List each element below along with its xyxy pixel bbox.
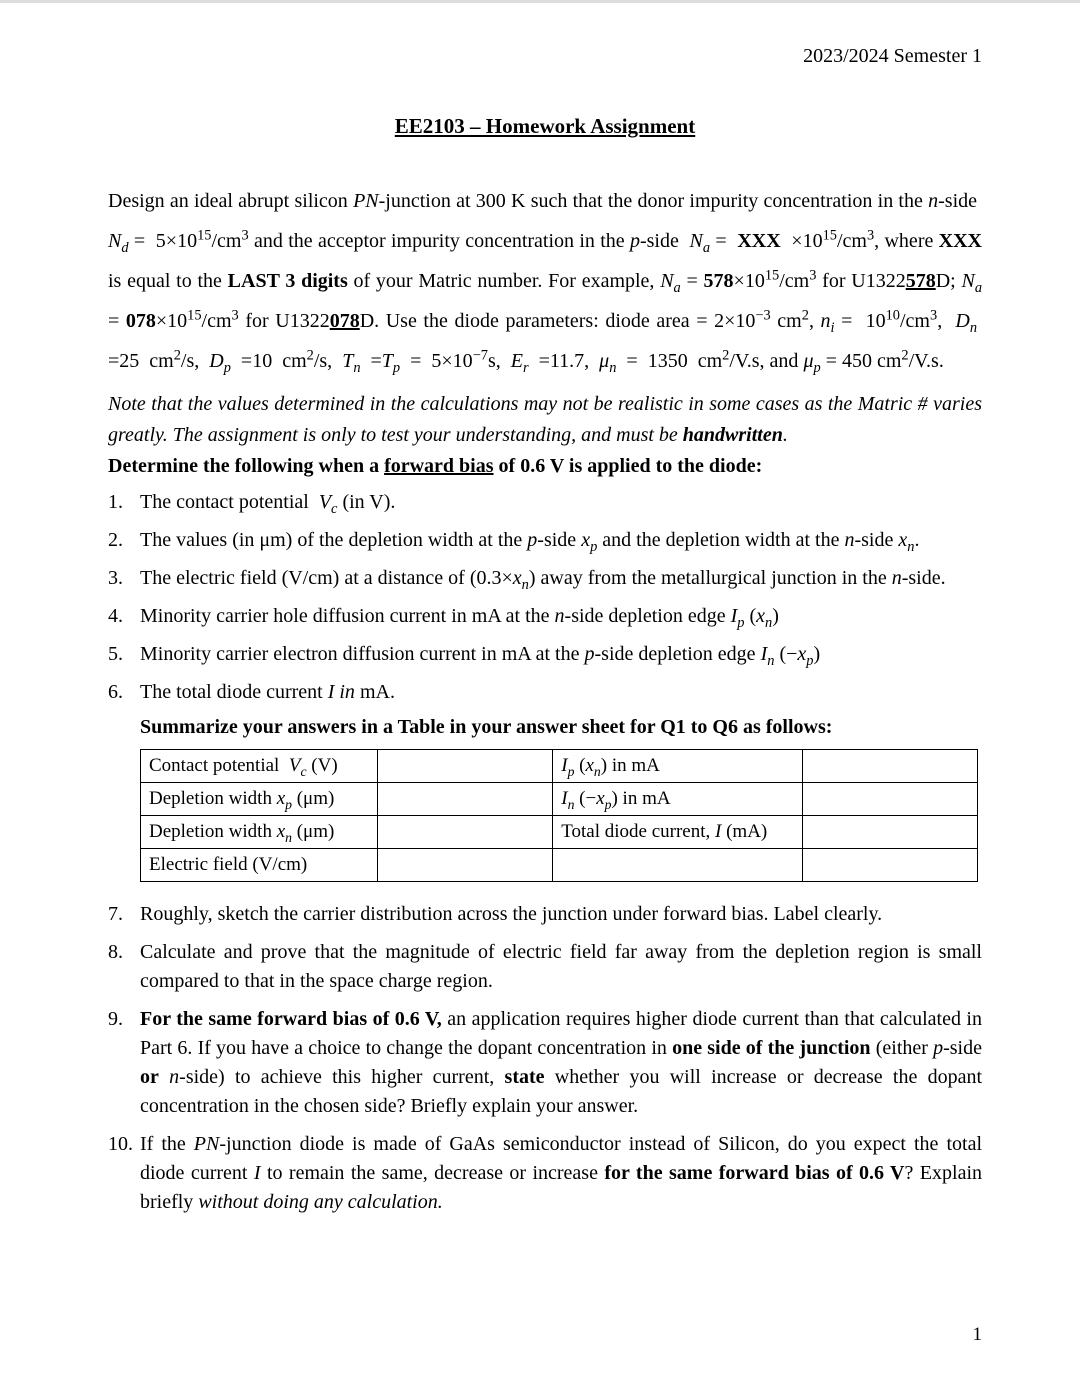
item-body: Minority carrier hole diffusion current …: [140, 602, 982, 631]
table-cell: In (−xp) in mA: [553, 783, 803, 816]
table-cell: Electric field (V/cm): [141, 849, 378, 882]
item-number: 10.: [108, 1130, 140, 1217]
doc-title: EE2103 – Homework Assignment: [108, 114, 982, 139]
item-body: Minority carrier electron diffusion curr…: [140, 640, 982, 669]
item-body: For the same forward bias of 0.6 V, an a…: [140, 1005, 982, 1121]
answer-table: Contact potential Vc (V)Ip (xn) in mADep…: [140, 749, 978, 882]
item-number: 7.: [108, 900, 140, 929]
item-body: The total diode current I in mA.: [140, 678, 982, 707]
table-cell: [803, 783, 978, 816]
page: 2023/2024 Semester 1 EE2103 – Homework A…: [0, 0, 1080, 1374]
table-row: Depletion width xn (μm) Total diode curre…: [141, 816, 978, 849]
item-number: 2.: [108, 526, 140, 555]
table-cell: [803, 849, 978, 882]
item-number: 6.: [108, 678, 140, 707]
list-item: 3.The electric field (V/cm) at a distanc…: [108, 564, 982, 593]
question-list-1: 1.The contact potential Vc (in V).2.The …: [108, 488, 982, 707]
item-number: 8.: [108, 938, 140, 996]
item-body: Calculate and prove that the magnitude o…: [140, 938, 982, 996]
table-cell: [378, 783, 553, 816]
list-item: 2.The values (in μm) of the depletion wi…: [108, 526, 982, 555]
list-item: 10.If the PN-junction diode is made of G…: [108, 1130, 982, 1217]
item-body: The values (in μm) of the depletion widt…: [140, 526, 982, 555]
question-list-2: 7.Roughly, sketch the carrier distributi…: [108, 900, 982, 1217]
table-cell: Depletion width xp (μm): [141, 783, 378, 816]
table-row: Electric field (V/cm): [141, 849, 978, 882]
item-body: If the PN-junction diode is made of GaAs…: [140, 1130, 982, 1217]
item-number: 9.: [108, 1005, 140, 1121]
table-cell: [803, 750, 978, 783]
table-row: Contact potential Vc (V) Ip (xn) in mA: [141, 750, 978, 783]
list-item: 4.Minority carrier hole diffusion curren…: [108, 602, 982, 631]
page-number: 1: [973, 1324, 983, 1346]
term-header: 2023/2024 Semester 1: [108, 45, 982, 68]
item-number: 3.: [108, 564, 140, 593]
note-paragraph: Note that the values determined in the c…: [108, 389, 982, 451]
table-cell: [378, 816, 553, 849]
table-cell: Total diode current, I (mA): [553, 816, 803, 849]
table-cell: [553, 849, 803, 882]
list-item: 8.Calculate and prove that the magnitude…: [108, 938, 982, 996]
table-row: Depletion width xp (μm) In (−xp) in mA: [141, 783, 978, 816]
table-cell: [378, 750, 553, 783]
summary-heading: Summarize your answers in a Table in you…: [140, 716, 982, 739]
item-number: 1.: [108, 488, 140, 517]
section-heading: Determine the following when a forward b…: [108, 455, 982, 478]
item-body: The electric field (V/cm) at a distance …: [140, 564, 982, 593]
item-number: 4.: [108, 602, 140, 631]
list-item: 6.The total diode current I in mA.: [108, 678, 982, 707]
table-cell: Contact potential Vc (V): [141, 750, 378, 783]
list-item: 1.The contact potential Vc (in V).: [108, 488, 982, 517]
table-cell: [803, 816, 978, 849]
item-number: 5.: [108, 640, 140, 669]
list-item: 7.Roughly, sketch the carrier distributi…: [108, 900, 982, 929]
item-body: The contact potential Vc (in V).: [140, 488, 982, 517]
list-item: 9.For the same forward bias of 0.6 V, an…: [108, 1005, 982, 1121]
intro-paragraph: Design an ideal abrupt silicon PN-juncti…: [108, 181, 982, 381]
list-item: 5.Minority carrier electron diffusion cu…: [108, 640, 982, 669]
item-body: Roughly, sketch the carrier distribution…: [140, 900, 982, 929]
table-cell: [378, 849, 553, 882]
table-cell: Depletion width xn (μm): [141, 816, 378, 849]
table-cell: Ip (xn) in mA: [553, 750, 803, 783]
